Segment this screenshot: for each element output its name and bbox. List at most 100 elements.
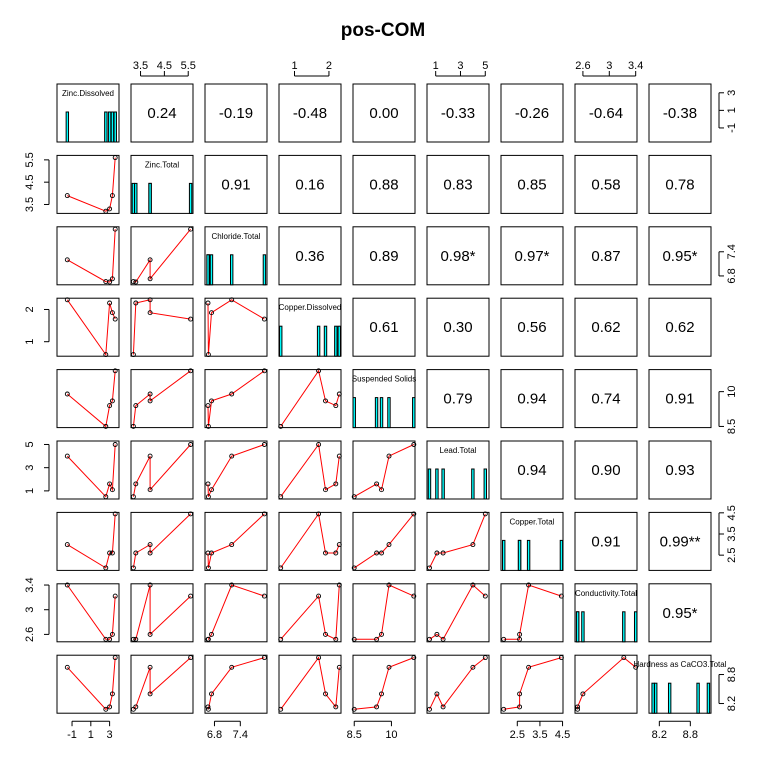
panel-frame-2-0 xyxy=(56,226,120,286)
data-point-8-3-1 xyxy=(316,655,322,661)
panel-frame-7-2 xyxy=(204,583,268,643)
histogram-bar-4-2 xyxy=(374,397,379,429)
panel-frame-8-3 xyxy=(278,654,342,714)
data-point-8-1-1 xyxy=(133,704,139,710)
histogram-bar-6-3 xyxy=(517,539,522,571)
right-tick-label-0-2: 3 xyxy=(726,90,738,96)
smooth-line-3-0 xyxy=(66,299,116,357)
panel-frame-6-2 xyxy=(204,511,268,571)
data-point-3-2-3 xyxy=(229,297,235,303)
top-tick-label-5-0: 1 xyxy=(433,60,439,72)
data-point-5-2-0 xyxy=(205,481,211,487)
data-point-3-1-3 xyxy=(147,310,153,316)
histogram-bar-3-4 xyxy=(316,325,321,357)
smooth-line-7-5 xyxy=(429,584,486,641)
smooth-line-6-4 xyxy=(353,513,415,569)
smooth-line-8-4 xyxy=(354,657,414,710)
data-point-7-3-3 xyxy=(333,636,339,642)
data-point-7-3-2 xyxy=(323,631,328,637)
smooth-line-5-2 xyxy=(207,444,265,497)
smooth-line-8-3 xyxy=(280,656,340,710)
data-point-2-1-0 xyxy=(130,279,136,285)
correlation-label-3-6: 0.56 xyxy=(517,319,546,336)
panel-frame-7-4 xyxy=(352,583,416,643)
smooth-line-6-1 xyxy=(132,513,191,568)
data-point-8-2-1 xyxy=(205,706,211,712)
data-point-6-5-4 xyxy=(482,511,488,517)
histogram-bar-5-2 xyxy=(441,468,445,500)
histogram-bar-2-0 xyxy=(229,254,234,286)
data-point-4-3-3 xyxy=(333,403,339,409)
data-point-6-1-4 xyxy=(188,511,194,517)
panel-frame-8-6 xyxy=(500,654,564,714)
histogram-bar-7-0 xyxy=(633,611,638,643)
top-tick-label-3-0: 1 xyxy=(291,60,297,72)
correlation-label-1-4: 0.88 xyxy=(369,176,398,193)
bottom-tick-label-2-0: 6.8 xyxy=(207,729,222,741)
panel-frame-8-5 xyxy=(426,654,490,714)
data-point-8-5-3 xyxy=(470,664,476,670)
variable-label-0: Zinc.Dissolved xyxy=(62,89,114,98)
data-point-5-0-2 xyxy=(107,481,113,487)
smooth-line-8-7 xyxy=(577,656,637,710)
data-point-4-3-2 xyxy=(323,398,328,404)
data-point-3-2-4 xyxy=(261,316,267,322)
correlation-label-1-2: 0.91 xyxy=(221,176,250,193)
bottom-tick-label-4-0: 8.5 xyxy=(347,729,362,741)
data-point-4-3-1 xyxy=(316,368,322,374)
data-point-1-0-4 xyxy=(112,155,118,161)
data-point-5-3-1 xyxy=(316,442,322,447)
left-tick-label-7-1: 3 xyxy=(24,607,36,613)
variable-label-7: Conductivity.Total xyxy=(575,589,637,598)
data-point-8-4-3 xyxy=(386,664,392,670)
panel-frame-4-2 xyxy=(204,369,268,429)
histogram-bar-8-0 xyxy=(696,682,700,714)
panel-frame-0-0 xyxy=(56,83,120,143)
histogram-bar-2-2 xyxy=(206,254,210,286)
histogram-bar-3-2 xyxy=(334,325,338,357)
data-point-4-2-0 xyxy=(205,403,211,409)
panel-frame-3-6 xyxy=(500,297,564,357)
smooth-line-8-1 xyxy=(133,657,191,710)
data-point-7-5-3 xyxy=(470,582,476,588)
data-point-6-5-1 xyxy=(434,550,440,556)
panel-frame-5-8 xyxy=(648,440,712,500)
data-point-7-5-4 xyxy=(482,593,488,599)
histogram-bar-5-3 xyxy=(435,468,439,500)
right-tick-label-8-0: 8.2 xyxy=(726,696,738,711)
panel-frame-4-8 xyxy=(648,369,712,429)
data-point-3-1-0 xyxy=(130,352,136,358)
correlation-label-2-5: 0.98* xyxy=(440,248,475,265)
data-point-5-3-3 xyxy=(333,481,339,487)
data-point-7-6-3 xyxy=(526,582,532,588)
bottom-tick-label-6-0: 2.5 xyxy=(510,729,525,741)
panel-frame-0-3 xyxy=(278,83,342,143)
data-point-4-2-3 xyxy=(229,391,235,397)
data-point-8-3-4 xyxy=(336,664,342,670)
data-point-6-2-4 xyxy=(261,511,267,517)
data-point-6-2-3 xyxy=(229,542,235,548)
panel-frame-3-7 xyxy=(574,297,638,357)
data-point-4-2-1 xyxy=(205,423,211,429)
panel-frame-8-0 xyxy=(56,654,120,714)
panel-frame-0-2 xyxy=(204,83,268,143)
data-point-8-0-1 xyxy=(103,706,109,712)
top-tick-label-5-1: 3 xyxy=(457,60,463,72)
smooth-line-5-0 xyxy=(66,444,116,498)
smooth-line-4-3 xyxy=(280,369,340,427)
correlation-label-0-3: -0.48 xyxy=(293,105,327,122)
panel-frame-4-0 xyxy=(56,369,120,429)
left-tick-label-3-0: 1 xyxy=(24,339,36,345)
data-point-3-0-1 xyxy=(103,352,109,358)
data-point-3-0-4 xyxy=(112,316,118,322)
data-point-7-1-3 xyxy=(147,631,153,637)
data-point-4-3-0 xyxy=(278,423,284,429)
right-tick-label-4-1: 10 xyxy=(726,386,738,398)
panel-frame-6-3 xyxy=(278,511,342,571)
correlation-label-4-5: 0.79 xyxy=(443,391,472,408)
bottom-tick-label-2-1: 7.4 xyxy=(233,729,248,741)
data-point-5-0-0 xyxy=(64,453,70,459)
data-point-5-3-4 xyxy=(336,453,342,459)
data-point-4-0-1 xyxy=(103,423,109,429)
panel-frame-4-6 xyxy=(500,369,564,429)
